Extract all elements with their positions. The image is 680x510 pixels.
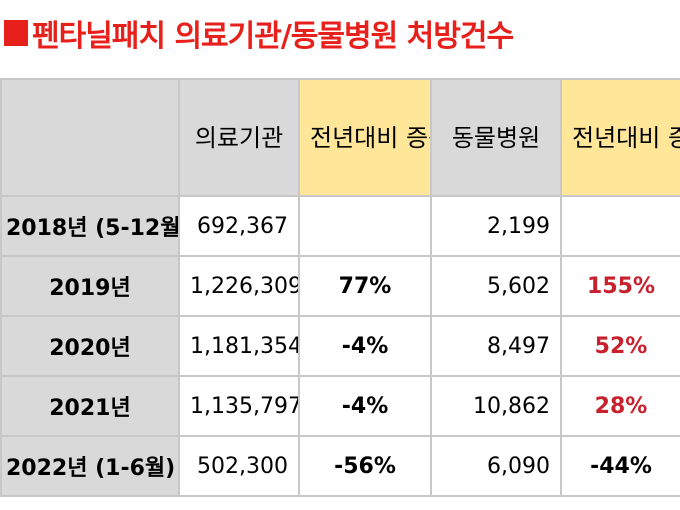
change-cell: -56% bbox=[298, 435, 432, 497]
count-cell: 2,199 bbox=[430, 195, 562, 257]
change-cell bbox=[298, 195, 432, 257]
change-cell: 28% bbox=[560, 375, 680, 437]
data-row: 2020년 1,181,354 -4% 8,497 52% bbox=[0, 315, 680, 377]
change-cell: 52% bbox=[560, 315, 680, 377]
count-cell: 5,602 bbox=[430, 255, 562, 317]
data-row: 2018년 (5-12월) 692,367 2,199 bbox=[0, 195, 680, 257]
count-cell: 692,367 bbox=[178, 195, 300, 257]
title-marker bbox=[4, 20, 28, 46]
data-row: 2021년 1,135,797 -4% 10,862 28% bbox=[0, 375, 680, 437]
count-cell: 1,181,354 bbox=[178, 315, 300, 377]
change-cell: -44% bbox=[560, 435, 680, 497]
column-header: 전년대비 증감 bbox=[298, 78, 432, 197]
count-cell: 1,226,309 bbox=[178, 255, 300, 317]
column-header: 동물병원 bbox=[430, 78, 562, 197]
count-cell: 1,135,797 bbox=[178, 375, 300, 437]
column-header: 의료기관 bbox=[178, 78, 300, 197]
change-cell bbox=[560, 195, 680, 257]
change-cell: 155% bbox=[560, 255, 680, 317]
change-cell: -4% bbox=[298, 315, 432, 377]
column-header bbox=[0, 78, 180, 197]
count-cell: 6,090 bbox=[430, 435, 562, 497]
change-cell: 77% bbox=[298, 255, 432, 317]
title: 펜타닐패치 의료기관/동물병원 처방건수 bbox=[32, 19, 514, 54]
column-header: 전년대비 증감 bbox=[560, 78, 680, 197]
row-header: 2020년 bbox=[0, 315, 180, 377]
change-cell: -4% bbox=[298, 375, 432, 437]
row-header: 2019년 bbox=[0, 255, 180, 317]
row-header: 2021년 bbox=[0, 375, 180, 437]
data-row: 2022년 (1-6월) 502,300 -56% 6,090 -44% bbox=[0, 435, 680, 497]
count-cell: 502,300 bbox=[178, 435, 300, 497]
title-bar: 펜타닐패치 의료기관/동물병원 처방건수 bbox=[4, 8, 514, 58]
data-row: 2019년 1,226,309 77% 5,602 155% bbox=[0, 255, 680, 317]
count-cell: 10,862 bbox=[430, 375, 562, 437]
count-cell: 8,497 bbox=[430, 315, 562, 377]
row-header: 2022년 (1-6월) bbox=[0, 435, 180, 497]
row-header: 2018년 (5-12월) bbox=[0, 195, 180, 257]
